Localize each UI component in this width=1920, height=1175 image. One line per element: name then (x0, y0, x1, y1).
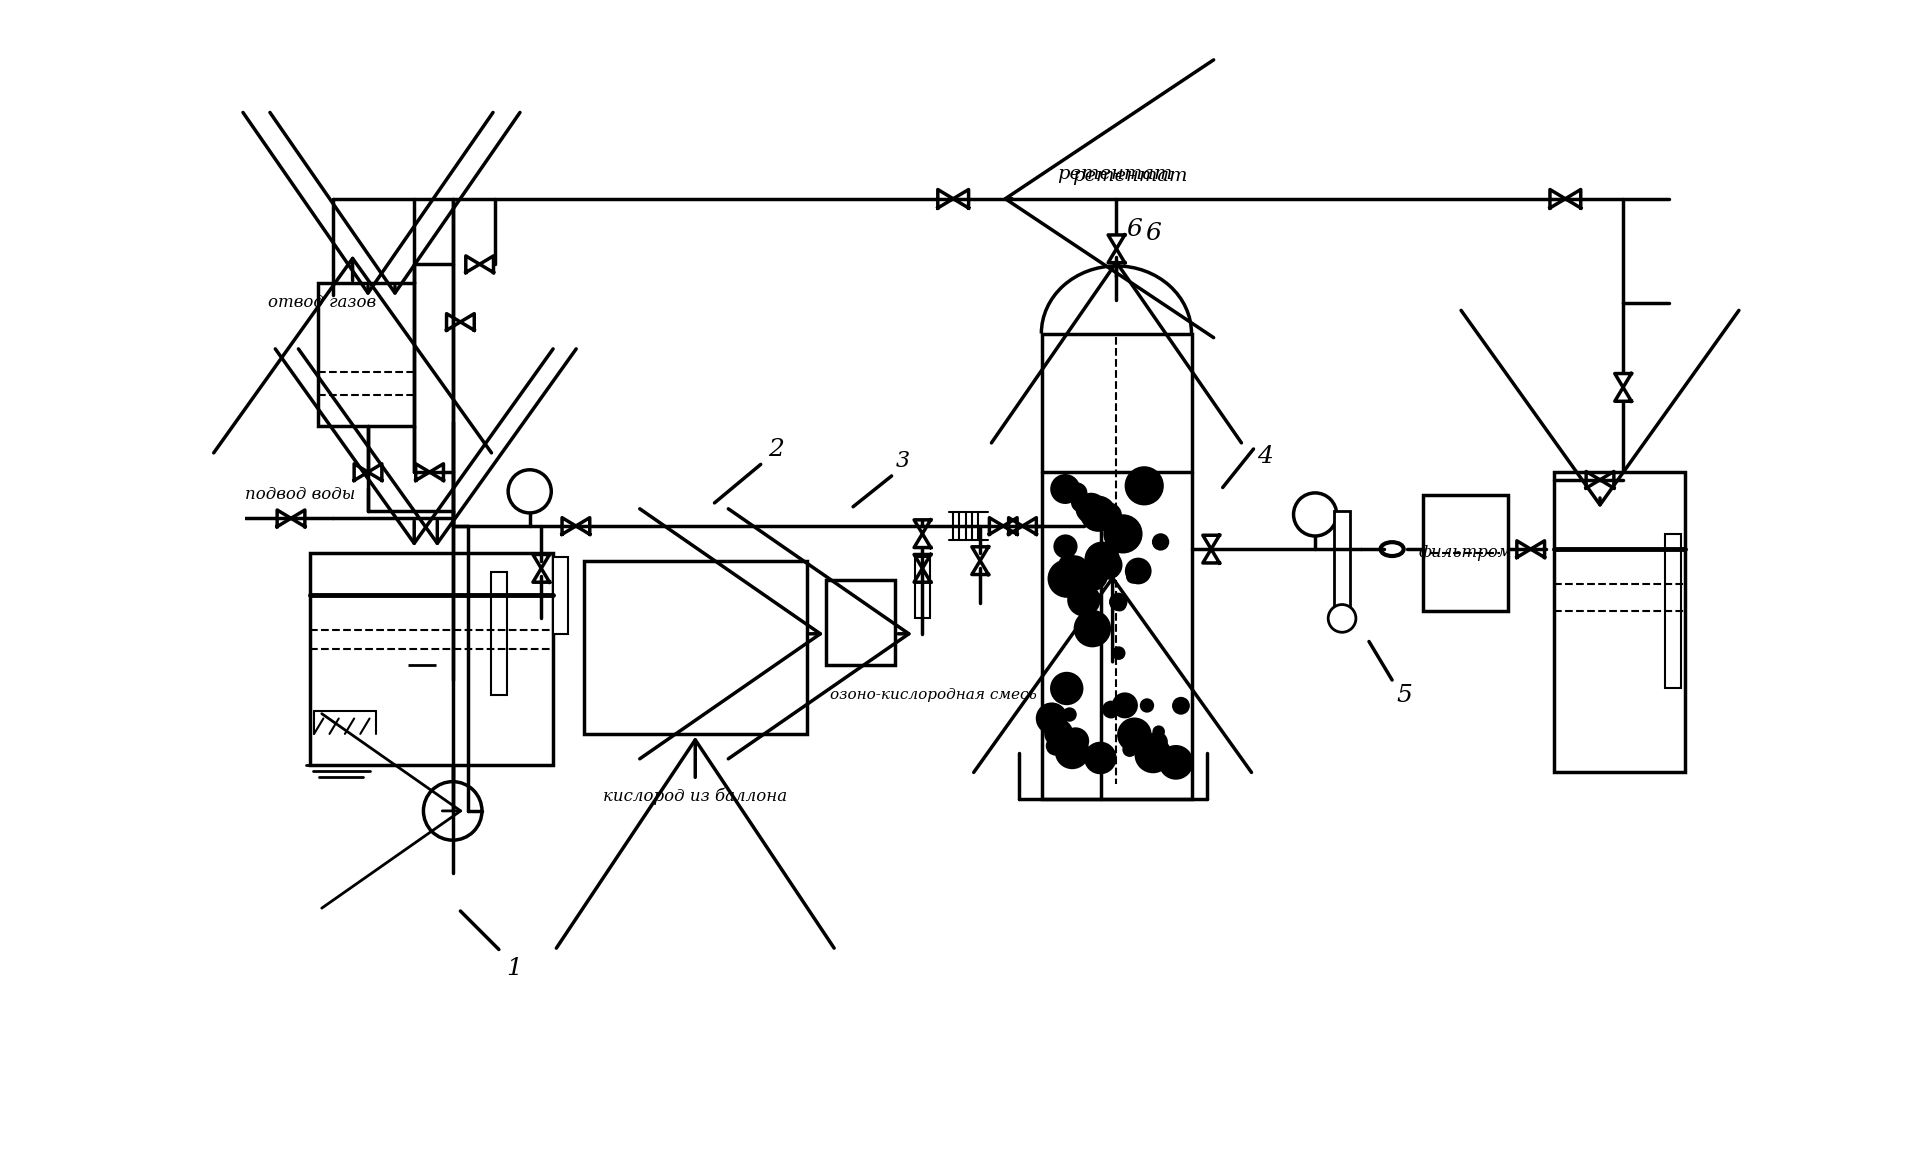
Text: 4: 4 (1258, 445, 1273, 468)
Circle shape (1044, 719, 1073, 747)
Circle shape (1085, 741, 1117, 774)
Text: озоно-кислородная смесь: озоно-кислородная смесь (829, 687, 1037, 701)
Text: 3: 3 (895, 450, 910, 472)
Circle shape (1054, 535, 1077, 558)
Circle shape (1062, 727, 1089, 754)
Bar (1423, 495, 1507, 611)
Circle shape (1050, 474, 1081, 504)
Bar (584, 560, 806, 734)
Circle shape (1068, 583, 1100, 617)
Circle shape (1146, 731, 1167, 752)
Bar (553, 557, 568, 633)
Ellipse shape (1380, 542, 1404, 556)
Bar (914, 557, 929, 618)
Circle shape (1104, 515, 1142, 553)
Circle shape (1110, 592, 1127, 611)
Bar (1665, 533, 1680, 687)
Circle shape (1123, 523, 1139, 537)
Circle shape (1066, 483, 1087, 504)
Circle shape (1158, 745, 1194, 780)
Text: кислород из баллона: кислород из баллона (603, 787, 787, 805)
Circle shape (1081, 496, 1116, 532)
Text: 6: 6 (1127, 219, 1142, 241)
Circle shape (1062, 556, 1089, 583)
Circle shape (1112, 692, 1139, 718)
Circle shape (1085, 542, 1119, 577)
Circle shape (1048, 559, 1087, 598)
Circle shape (1075, 558, 1108, 591)
Circle shape (1112, 646, 1125, 660)
Circle shape (1294, 492, 1336, 536)
Bar (492, 572, 507, 696)
Circle shape (1050, 672, 1083, 705)
Circle shape (1121, 517, 1139, 533)
Bar (1553, 472, 1684, 772)
Circle shape (1062, 707, 1077, 721)
Text: подвод воды: подвод воды (246, 486, 355, 503)
Circle shape (1075, 492, 1106, 524)
Bar (319, 283, 415, 425)
Circle shape (1125, 558, 1152, 584)
Text: 6: 6 (1146, 222, 1162, 244)
Bar (1334, 511, 1350, 618)
Circle shape (1073, 610, 1112, 647)
Circle shape (1102, 700, 1119, 718)
Circle shape (1058, 555, 1081, 577)
Circle shape (1114, 598, 1127, 611)
Circle shape (1046, 736, 1066, 756)
Circle shape (1085, 549, 1112, 576)
Circle shape (1054, 734, 1089, 770)
Circle shape (1329, 605, 1356, 632)
Text: 2: 2 (768, 437, 783, 461)
Circle shape (1035, 703, 1068, 734)
Circle shape (1140, 698, 1154, 713)
Circle shape (1152, 725, 1165, 738)
Circle shape (1121, 726, 1148, 752)
Circle shape (1123, 743, 1137, 757)
Circle shape (424, 781, 482, 840)
Circle shape (1152, 533, 1169, 551)
Text: отвод газов: отвод газов (269, 294, 376, 311)
Bar (311, 553, 553, 765)
Text: ретентат: ретентат (1058, 166, 1173, 183)
Circle shape (1125, 570, 1140, 584)
Bar (826, 580, 895, 665)
Text: фильтром: фильтром (1419, 544, 1511, 562)
Circle shape (1096, 503, 1121, 529)
Circle shape (1135, 736, 1171, 773)
Text: 5: 5 (1396, 684, 1411, 707)
Circle shape (1117, 718, 1152, 752)
Circle shape (1092, 550, 1123, 579)
Circle shape (1171, 697, 1190, 714)
Circle shape (1125, 466, 1164, 505)
Bar (1043, 334, 1192, 799)
Text: ретентат: ретентат (1073, 167, 1188, 184)
Text: 1: 1 (507, 958, 522, 980)
Circle shape (1071, 492, 1091, 512)
Circle shape (509, 470, 551, 513)
